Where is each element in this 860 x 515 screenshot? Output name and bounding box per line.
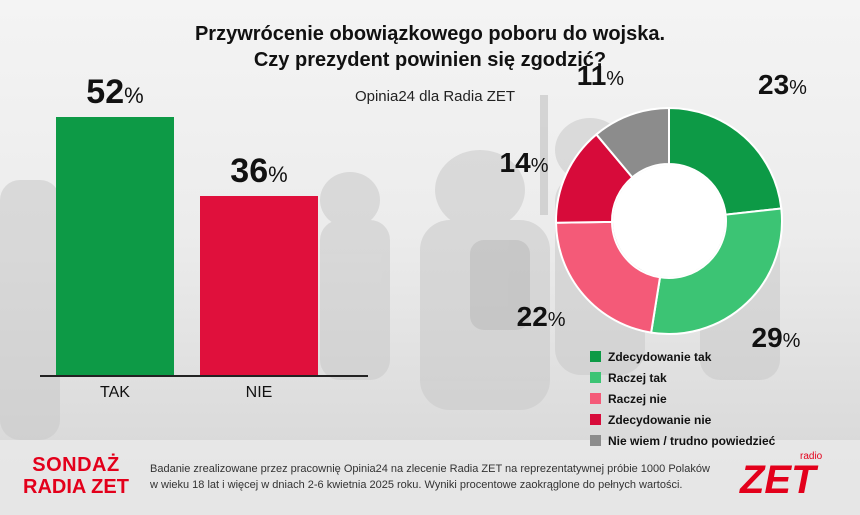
donut-value-label-nie-wiem: 11%: [576, 60, 625, 92]
donut-hole: [613, 165, 725, 277]
legend-label: Zdecydowanie nie: [608, 412, 712, 427]
donut-value-label-raczej-tak: 29%: [751, 321, 801, 353]
legend-item-raczej-nie: Raczej nie: [590, 388, 775, 409]
bar-tak: [56, 117, 174, 375]
donut-slice-raczej-nie: [554, 220, 662, 334]
sondaz-radia-zet-badge: SONDAŻ RADIA ZET: [20, 454, 132, 498]
radio-zet-logo: radio ZET: [739, 451, 823, 502]
legend-label: Raczej nie: [608, 391, 667, 406]
legend-item-zdecydowanie-nie: Zdecydowanie nie: [590, 409, 775, 430]
methodology-note-line1: Badanie zrealizowane przez pracownię Opi…: [150, 463, 710, 475]
legend-swatch: [590, 414, 601, 425]
badge-line1: SONDAŻ: [32, 454, 120, 476]
legend-swatch: [590, 351, 601, 362]
bar-value-label-nie: 36%: [230, 152, 288, 191]
legend-swatch: [590, 435, 601, 446]
legend-label: Zdecydowanie tak: [608, 349, 712, 364]
legend-item-raczej-tak: Raczej tak: [590, 367, 775, 388]
category-label-nie: NIE: [245, 384, 273, 401]
donut-value-label-zdecydowanie-nie: 14%: [499, 146, 549, 178]
donut-value-label-raczej-nie: 22%: [516, 301, 566, 333]
logo-small-text: radio: [800, 451, 823, 462]
legend-label: Raczej tak: [608, 370, 667, 385]
chart-title-line1: Przywrócenie obowiązkowego poboru do woj…: [194, 23, 666, 45]
donut-slice-raczej-tak: [650, 207, 783, 335]
legend-swatch: [590, 393, 601, 404]
legend-item-nie-wiem: Nie wiem / trudno powiedzieć: [590, 430, 775, 451]
legend-label: Nie wiem / trudno powiedzieć: [608, 433, 776, 448]
bar-nie: [200, 196, 318, 375]
x-axis-line: [40, 375, 368, 377]
bar-value-label-tak: 52%: [86, 73, 144, 111]
legend-swatch: [590, 372, 601, 383]
methodology-note: Badanie zrealizowane przez pracownię Opi…: [150, 461, 720, 493]
chart-title-line2: Czy prezydent powinien się zgodzić?: [253, 49, 607, 71]
donut-slice-zdecydowanie-tak: [668, 106, 783, 216]
donut-value-label-zdecydowanie-tak: 23%: [758, 69, 807, 101]
donut-slice-nie-wiem: [594, 106, 670, 179]
source-label: Opinia24 dla Radia ZET: [354, 88, 516, 105]
badge-line2: RADIA ZET: [23, 476, 129, 498]
category-label-tak: TAK: [100, 384, 130, 401]
legend-item-zdecydowanie-tak: Zdecydowanie tak: [590, 346, 775, 367]
legend: Zdecydowanie tak Raczej tak Raczej nie Z…: [590, 346, 775, 451]
methodology-note-line2: w wieku 18 lat i więcej w dniach 2-6 kwi…: [150, 479, 683, 491]
logo-main-text: ZET: [739, 458, 819, 502]
